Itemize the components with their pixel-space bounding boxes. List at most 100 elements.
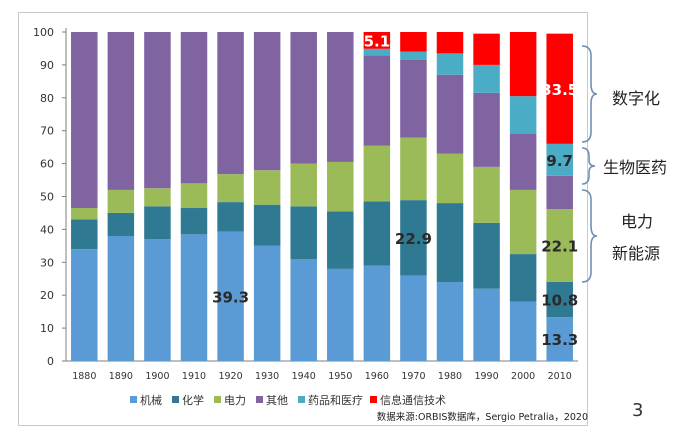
bar-segment (546, 143, 573, 176)
bar-segment (217, 32, 244, 175)
bar-segment (107, 189, 135, 213)
legend: 机械 化学 电力 其他 药品和医疗 信息通信技术 (130, 393, 446, 407)
x-tick-label: 1980 (438, 371, 462, 382)
y-tick-label: 70 (40, 125, 54, 138)
y-tick-label: 10 (40, 322, 54, 335)
x-tick-label: 1950 (328, 371, 352, 382)
data-label: 33.5 (541, 81, 578, 99)
legend-swatch (214, 396, 221, 403)
y-tick-label: 60 (40, 158, 54, 171)
bar-segment (509, 301, 537, 361)
annotation-biomed: 生物医药 (603, 158, 667, 177)
bar-segment (473, 166, 500, 223)
bar-segment (180, 183, 208, 209)
bar-segment (71, 249, 98, 361)
legend-label: 机械 (140, 393, 162, 407)
bar-segment (290, 259, 317, 361)
data-label: 13.3 (541, 331, 578, 349)
bar-segment (144, 32, 171, 189)
bar-segment (436, 153, 464, 204)
bracket-digital (581, 45, 598, 143)
x-tick-label: 1930 (255, 371, 279, 382)
bar-segment (180, 32, 208, 184)
bar-segment (473, 288, 500, 361)
legend-swatch (172, 396, 179, 403)
bar-segment (71, 32, 98, 209)
x-tick-label: 1880 (72, 371, 96, 382)
page-number: 3 (632, 400, 644, 421)
y-tick-label: 80 (40, 92, 54, 105)
bar-segment (363, 201, 391, 266)
bar-segment (400, 275, 427, 361)
legend-swatch (370, 396, 377, 403)
bar-segment (290, 32, 317, 164)
bar-segment (107, 235, 135, 361)
bar-segment (217, 202, 244, 232)
bar-segment (217, 174, 244, 203)
legend-label: 药品和医疗 (308, 393, 363, 407)
bar-segment (253, 170, 281, 205)
bar-segment (144, 239, 171, 361)
bar-segment (546, 281, 573, 318)
bar-segment (327, 211, 354, 269)
bar-segment (107, 32, 135, 190)
x-tick-label: 1900 (145, 371, 169, 382)
bar-segment (436, 53, 464, 75)
bar-segment (327, 268, 354, 361)
bars (71, 32, 573, 361)
x-tick-label: 2010 (548, 371, 572, 382)
y-tick-label: 40 (40, 223, 54, 236)
x-tick-label: 2000 (511, 371, 535, 382)
data-label: 5.1 (364, 32, 391, 50)
x-tick-label: 1940 (292, 371, 316, 382)
data-label: 22.1 (541, 237, 578, 255)
legend-label: 其他 (266, 394, 288, 407)
x-tick-label: 1960 (365, 371, 389, 382)
bar-segment (436, 282, 464, 361)
bar-segment (400, 32, 427, 52)
y-tick-label: 100 (33, 26, 54, 39)
bar-segment (436, 203, 464, 283)
legend-label: 化学 (182, 393, 204, 407)
bar-segment (473, 64, 500, 93)
x-tick-label: 1990 (474, 371, 498, 382)
bar-segment (509, 254, 537, 302)
bar-segment (473, 222, 500, 289)
x-tick-label: 1910 (182, 371, 206, 382)
legend-swatch (256, 396, 263, 403)
bar-segment (217, 231, 244, 361)
bar-segment (253, 245, 281, 361)
bar-segment (400, 137, 427, 201)
bar-segment (107, 212, 135, 236)
bar-segment (180, 208, 208, 235)
bar-segment (546, 209, 573, 282)
bar-segment (400, 59, 427, 138)
bar-segment (509, 32, 537, 97)
bar-segment (546, 33, 573, 144)
bar-segment (363, 145, 391, 202)
y-tick-label: 20 (40, 289, 54, 302)
y-tick-label: 50 (40, 191, 54, 204)
x-tick-label: 1920 (218, 371, 242, 382)
bar-segment (473, 92, 500, 167)
bar-segment (546, 175, 573, 210)
annotation-power: 电力 (621, 212, 653, 231)
bar-segment (290, 163, 317, 207)
data-label: 9.7 (546, 152, 573, 170)
bar-segment (144, 188, 171, 207)
bar-segment (180, 234, 208, 361)
legend-label: 信息通信技术 (380, 393, 446, 407)
y-tick-label: 90 (40, 59, 54, 72)
bar-segment (509, 96, 537, 134)
bar-segment (290, 206, 317, 260)
legend-label: 电力 (224, 394, 246, 407)
bar-segment (363, 265, 391, 361)
bar-segment (546, 317, 573, 361)
bracket-biomed (581, 147, 596, 185)
source-note: 数据来源:ORBIS数据库，Sergio Petralia，2020 (377, 411, 588, 423)
bar-segment (327, 161, 354, 212)
data-label: 10.8 (541, 291, 578, 309)
bar-segment (363, 48, 391, 56)
bar-segment (436, 74, 464, 154)
bracket-power (581, 189, 598, 283)
